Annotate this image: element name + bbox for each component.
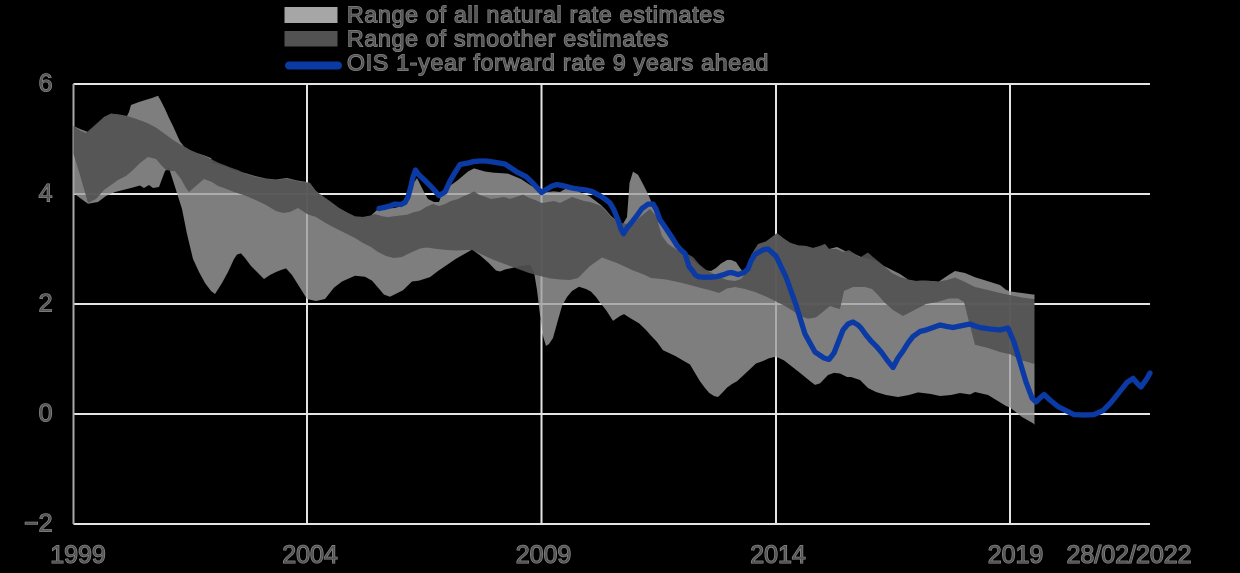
svg-text:2009: 2009: [516, 541, 572, 569]
svg-text:Range of smoother estimates: Range of smoother estimates: [347, 26, 669, 52]
svg-text:−2: −2: [24, 510, 53, 538]
svg-text:2019: 2019: [988, 541, 1044, 569]
svg-text:6: 6: [39, 70, 53, 98]
svg-text:4: 4: [39, 180, 53, 208]
svg-text:Range of all natural rate esti: Range of all natural rate estimates: [347, 2, 725, 28]
svg-text:0: 0: [39, 400, 53, 428]
svg-text:2004: 2004: [282, 541, 338, 569]
svg-text:OIS 1-year forward rate 9 year: OIS 1-year forward rate 9 years ahead: [347, 50, 769, 76]
svg-text:1999: 1999: [50, 541, 106, 569]
svg-text:2014: 2014: [750, 541, 806, 569]
svg-text:2: 2: [39, 290, 53, 318]
svg-text:28/02/2022: 28/02/2022: [1066, 541, 1191, 569]
